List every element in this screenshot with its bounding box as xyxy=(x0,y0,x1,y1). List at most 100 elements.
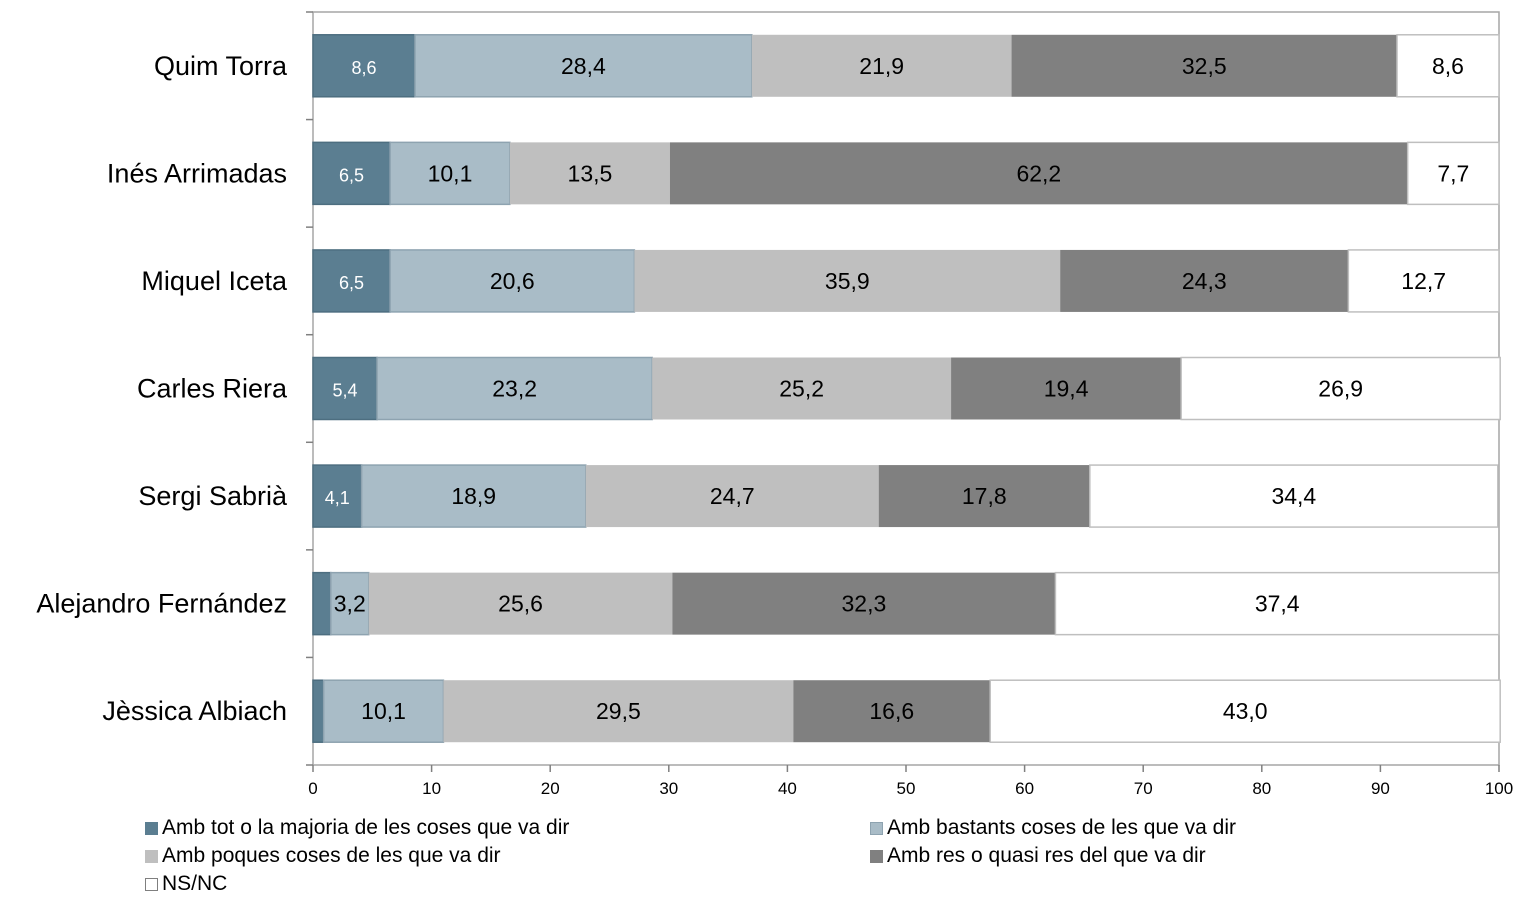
bar-segment xyxy=(1011,34,1398,97)
legend-item-bastants: Amb bastants coses de les que va dir xyxy=(870,816,1236,840)
bar-segment xyxy=(1060,249,1349,312)
x-tick-label: 70 xyxy=(1134,779,1153,798)
legend-swatch xyxy=(145,877,158,891)
data-label: 8,6 xyxy=(1432,53,1464,79)
bar-segment xyxy=(389,249,636,313)
legend-item-majoria: Amb tot o la majoria de les coses que va… xyxy=(145,816,569,840)
data-label: 25,2 xyxy=(779,376,824,402)
data-label: 26,9 xyxy=(1318,376,1363,402)
bar-segment xyxy=(360,464,587,528)
data-label: 21,9 xyxy=(859,53,904,79)
bar-segment xyxy=(672,572,1056,635)
category-label: Sergi Sabrià xyxy=(138,481,288,511)
category-label: Alejandro Fernández xyxy=(36,589,287,619)
bar-segment xyxy=(443,680,794,743)
bar-segment xyxy=(312,249,391,313)
data-label: 62,2 xyxy=(1016,160,1061,186)
data-label: 18,9 xyxy=(451,483,496,509)
data-label: 32,5 xyxy=(1182,53,1227,79)
data-label: 28,4 xyxy=(561,53,606,79)
bar-segment xyxy=(322,679,445,743)
bar-segment xyxy=(1089,464,1499,528)
legend-item-poques: Amb poques coses de les que va dir xyxy=(145,844,501,868)
bar-segment xyxy=(1054,571,1500,636)
data-label: 29,5 xyxy=(596,698,641,724)
legend-item-nsnc: NS/NC xyxy=(145,872,227,896)
bar-segment xyxy=(376,356,653,421)
x-tick-label: 30 xyxy=(659,779,678,798)
bar-segment xyxy=(414,34,753,98)
bar-segment xyxy=(751,34,1012,97)
x-tick-label: 50 xyxy=(897,779,916,798)
data-label: 10,1 xyxy=(361,698,406,724)
legend-swatch xyxy=(870,849,883,863)
category-label: Miquel Iceta xyxy=(141,266,288,296)
data-label: 5,4 xyxy=(333,381,358,401)
legend-swatch xyxy=(145,849,158,863)
data-label: 12,7 xyxy=(1401,268,1446,294)
data-label: 4,1 xyxy=(325,488,350,508)
data-label: 24,7 xyxy=(710,483,755,509)
x-tick-label: 20 xyxy=(541,779,560,798)
bar-segment xyxy=(793,680,991,743)
data-label: 17,8 xyxy=(962,483,1007,509)
x-tick-label: 0 xyxy=(308,779,317,798)
data-label: 8,6 xyxy=(351,58,376,78)
bar-segment xyxy=(989,679,1501,743)
bar-segment xyxy=(312,679,325,743)
data-label: 13,5 xyxy=(568,160,613,186)
bar-segment xyxy=(312,571,332,636)
data-label: 20,6 xyxy=(490,268,535,294)
bar-segment xyxy=(1396,34,1500,98)
legend-swatch xyxy=(145,821,158,835)
data-label: 7,7 xyxy=(1437,160,1469,186)
data-label: 35,9 xyxy=(825,268,870,294)
bar-segment xyxy=(312,141,391,206)
x-tick-label: 100 xyxy=(1485,779,1513,798)
data-label: 25,6 xyxy=(498,591,543,617)
bar-segment xyxy=(652,357,952,420)
legend: Amb tot o la majoria de les coses que va… xyxy=(145,816,1505,897)
legend-item-res: Amb res o quasi res del que va dir xyxy=(870,844,1206,868)
legend-label: Amb res o quasi res del que va dir xyxy=(887,844,1206,867)
bar-segment xyxy=(312,356,378,421)
legend-swatch xyxy=(870,821,883,835)
data-label: 10,1 xyxy=(428,160,473,186)
data-label: 19,4 xyxy=(1044,376,1089,402)
x-tick-label: 60 xyxy=(1015,779,1034,798)
data-label: 6,5 xyxy=(339,165,364,185)
data-label: 32,3 xyxy=(842,591,887,617)
bar-segment xyxy=(1347,249,1500,313)
bar-segment xyxy=(389,141,511,206)
data-label: 16,6 xyxy=(869,698,914,724)
data-label: 3,2 xyxy=(334,591,366,617)
bar-segment xyxy=(312,464,363,528)
bar-segment xyxy=(1406,141,1500,206)
legend-label: Amb tot o la majoria de les coses que va… xyxy=(162,816,570,839)
legend-label: Amb bastants coses de les que va dir xyxy=(887,816,1237,839)
bar-segment xyxy=(312,34,416,98)
category-label: Jèssica Albiach xyxy=(102,696,287,726)
data-label: 24,3 xyxy=(1182,268,1227,294)
x-tick-label: 10 xyxy=(422,779,441,798)
x-tick-label: 90 xyxy=(1371,779,1390,798)
x-tick-label: 80 xyxy=(1252,779,1271,798)
category-label: Inés Arrimadas xyxy=(107,158,287,188)
bar-segment xyxy=(1180,356,1501,421)
bar-segment xyxy=(330,571,370,636)
legend-label: NS/NC xyxy=(162,872,228,895)
data-label: 6,5 xyxy=(339,273,364,293)
category-label: Quim Torra xyxy=(154,51,288,81)
bar-segment xyxy=(634,249,1061,312)
data-label: 37,4 xyxy=(1255,591,1300,617)
legend-label: Amb poques coses de les que va dir xyxy=(162,844,501,867)
bar-segment xyxy=(585,465,879,528)
data-label: 43,0 xyxy=(1223,698,1268,724)
category-label: Carles Riera xyxy=(137,374,288,404)
data-label: 23,2 xyxy=(492,376,537,402)
bar-segment xyxy=(878,465,1090,528)
data-label: 34,4 xyxy=(1271,483,1316,509)
bar-segment xyxy=(951,357,1182,420)
bar-segment xyxy=(669,142,1408,205)
